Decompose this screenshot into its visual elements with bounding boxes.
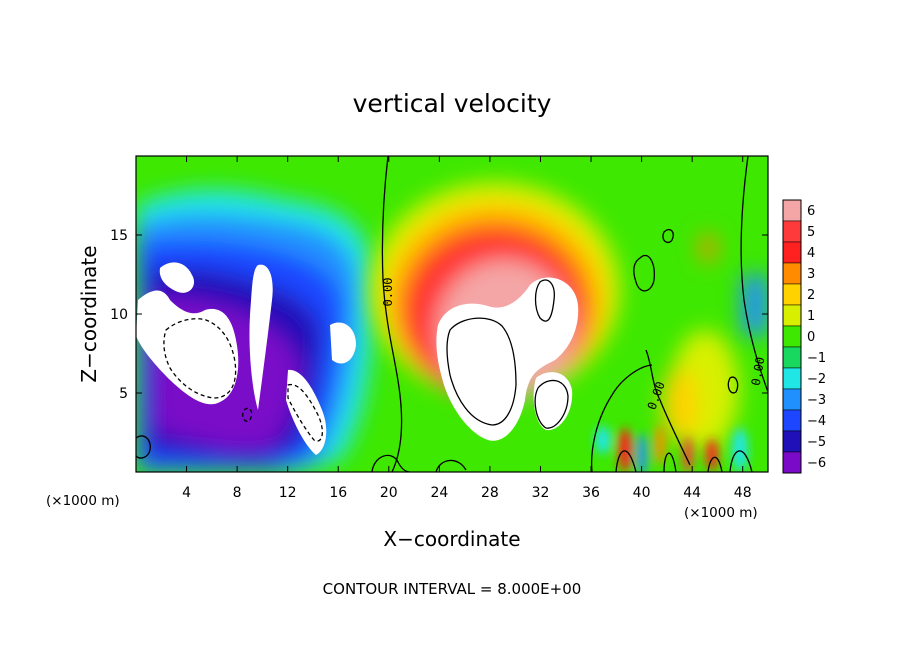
x-tick-label: 24 [430,485,448,501]
colorbar-swatch [782,451,802,474]
colorbar-swatch [782,346,802,369]
colorbar-swatch [782,220,802,243]
x-tick-label: 40 [633,485,651,501]
colorbar-label: −4 [807,414,826,429]
colorbar-swatch [782,388,802,411]
colorbar-label: −1 [807,351,826,366]
colorbar-label: 1 [807,309,815,324]
y-tick-label: 5 [119,386,128,402]
colorbar-swatch [782,367,802,390]
y-tick-label: 10 [110,307,128,323]
x-tick-label: 4 [182,485,191,501]
colorbar-frame [782,199,802,474]
colorbar-label: −3 [807,393,826,408]
colorbar-label: −5 [807,435,826,450]
colorbar-swatch [782,304,802,327]
colorbar-label: 6 [807,204,815,219]
x-unit-label-left: (×1000 m) [46,493,120,509]
x-tick-label: 32 [532,485,550,501]
x-unit-label-right: (×1000 m) [684,505,758,521]
colorbar-label: 5 [807,225,815,240]
colorbar-swatch [782,262,802,285]
x-tick-label: 12 [279,485,297,501]
colorbar-label: 2 [807,288,815,303]
colorbar-swatch [782,325,802,348]
y-axis-label: Z−coordinate [77,245,101,382]
colorbar-label: −6 [807,456,826,471]
contour-label: 0.00 [749,356,768,387]
colorbar-label: −2 [807,372,826,387]
colorbar-label: 0 [807,330,815,345]
colorbar-swatch [782,241,802,264]
x-tick-label: 28 [481,485,499,501]
colorbar-swatch [782,283,802,306]
contour-label: 0.00 [381,278,395,307]
x-tick-label: 20 [380,485,398,501]
contour-lines [136,156,768,472]
x-axis-label: X−coordinate [383,527,520,551]
y-axis: 5 10 15 [110,228,768,402]
x-tick-label: 48 [734,485,752,501]
colorbar-swatch [782,199,802,222]
colorbar: 6 5 4 3 2 1 0 −1 −2 −3 −4 −5 −6 [782,199,826,474]
colorbar-swatch [782,409,802,432]
x-axis: 4 8 12 16 20 24 28 32 36 40 44 48 [182,156,752,501]
x-tick-label: 44 [683,485,701,501]
y-tick-label: 15 [110,228,128,244]
colorbar-label: 3 [807,267,815,282]
colorbar-swatch [782,430,802,453]
colorbar-label: 4 [807,246,815,261]
chart-title: vertical velocity [353,89,552,118]
x-tick-label: 16 [329,485,347,501]
x-tick-label: 36 [582,485,600,501]
x-tick-label: 8 [233,485,242,501]
contour-interval-note: CONTOUR INTERVAL = 8.000E+00 [323,580,582,598]
